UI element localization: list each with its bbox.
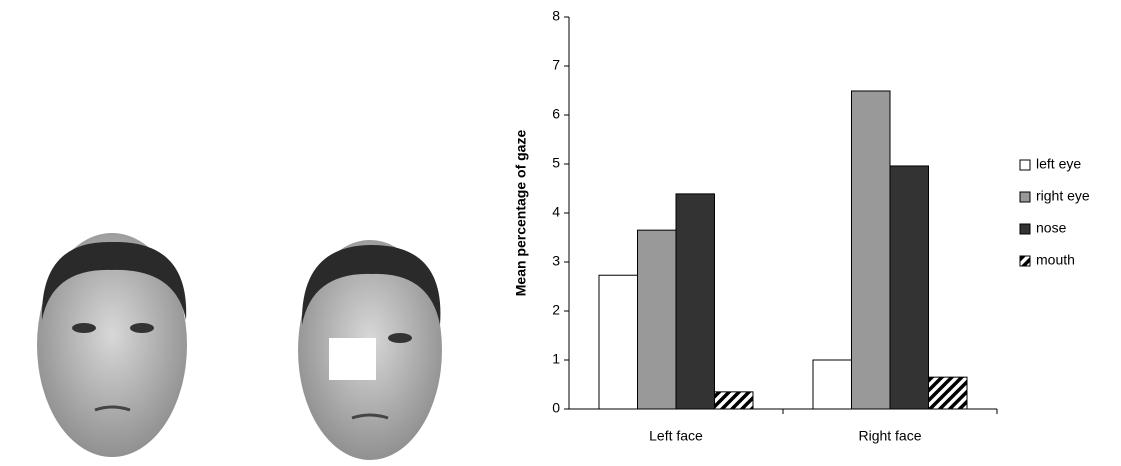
y-tick-label: 8 xyxy=(552,8,560,24)
bar xyxy=(637,229,677,410)
face-right xyxy=(298,240,442,460)
face-left xyxy=(37,233,187,457)
legend-swatch xyxy=(1019,159,1031,171)
legend-swatch xyxy=(1019,255,1031,267)
bar xyxy=(714,391,754,410)
legend-label: right eye xyxy=(1036,188,1090,204)
bar xyxy=(675,193,715,410)
bar xyxy=(851,90,891,410)
x-tick-label: Right face xyxy=(858,428,921,444)
y-tick-label: 5 xyxy=(552,155,560,171)
legend-swatch xyxy=(1019,223,1031,235)
y-tick-label: 6 xyxy=(552,106,560,122)
legend-label: nose xyxy=(1036,220,1067,236)
y-tick-label: 7 xyxy=(552,57,560,73)
y-axis-label: Mean percentage of gaze xyxy=(513,130,529,297)
bar xyxy=(598,274,638,410)
y-tick-label: 2 xyxy=(552,302,560,318)
bar xyxy=(812,359,852,410)
y-tick-label: 4 xyxy=(552,204,560,220)
legend-label: left eye xyxy=(1036,156,1081,172)
bar xyxy=(889,165,929,410)
legend-label: mouth xyxy=(1036,252,1075,268)
legend-swatch xyxy=(1019,191,1031,203)
y-tick-label: 0 xyxy=(552,400,560,416)
y-tick-label: 3 xyxy=(552,253,560,269)
x-tick-label: Left face xyxy=(649,428,703,444)
bar xyxy=(928,376,968,410)
y-tick-label: 1 xyxy=(552,351,560,367)
